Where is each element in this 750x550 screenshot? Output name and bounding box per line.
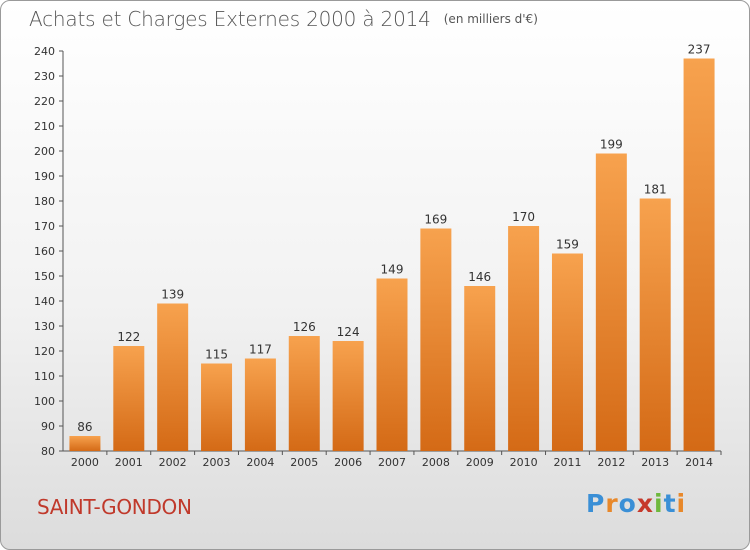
value-label-2009: 146 xyxy=(468,270,491,284)
x-tick-label: 2001 xyxy=(115,456,143,469)
bar-2004 xyxy=(244,358,276,451)
bar-2000 xyxy=(69,436,101,451)
bar-2012 xyxy=(595,153,627,451)
y-tick-label: 170 xyxy=(34,220,55,233)
x-tick-label: 2010 xyxy=(510,456,538,469)
logo-letter: t xyxy=(663,489,677,518)
x-tick-label: 2009 xyxy=(466,456,494,469)
x-tick-label: 2007 xyxy=(378,456,406,469)
commune-name: SAINT-GONDON xyxy=(37,495,192,519)
x-tick-label: 2003 xyxy=(203,456,231,469)
bar-2003 xyxy=(201,363,233,451)
y-tick-label: 160 xyxy=(34,245,55,258)
value-label-2014: 237 xyxy=(688,43,711,57)
y-tick-label: 180 xyxy=(34,195,55,208)
y-axis: 80 90 100 110 120 130 140 150 160 170 180 190 200 210… xyxy=(34,45,64,458)
x-axis: 2000 2001 2002 2003 2004 2005 2006 2007 2008 2009… xyxy=(63,450,722,469)
bar-2009 xyxy=(464,286,496,451)
y-tick-label: 230 xyxy=(34,70,55,83)
x-tick-label: 2012 xyxy=(597,456,625,469)
value-label-2012: 199 xyxy=(600,138,623,152)
y-tick-label: 240 xyxy=(34,45,55,58)
value-label-2003: 115 xyxy=(205,348,228,362)
x-tick-label: 2005 xyxy=(290,456,318,469)
chart-title: Achats et Charges Externes 2000 à 2014 xyxy=(29,7,431,31)
bars xyxy=(69,58,715,451)
value-labels: 86 122 139 115 117 126 124 149 169 146 170 159 199 18… xyxy=(77,43,710,435)
value-label-2011: 159 xyxy=(556,238,579,252)
y-tick-label: 90 xyxy=(41,420,55,433)
x-tick-label: 2002 xyxy=(159,456,187,469)
y-tick-label: 200 xyxy=(34,145,55,158)
value-label-2005: 126 xyxy=(293,320,316,334)
value-label-2008: 169 xyxy=(424,213,447,227)
x-tick-label: 2006 xyxy=(334,456,362,469)
x-tick-label: 2004 xyxy=(246,456,274,469)
y-tick-label: 140 xyxy=(34,295,55,308)
y-tick-label: 220 xyxy=(34,95,55,108)
proxiti-logo[interactable]: Proxiti xyxy=(586,489,686,518)
bar-2006 xyxy=(332,341,364,451)
y-tick-label: 130 xyxy=(34,320,55,333)
logo-letter: r xyxy=(605,489,619,518)
logo-letter: i xyxy=(654,489,664,518)
value-label-2006: 124 xyxy=(337,325,360,339)
logo-letter: P xyxy=(586,489,606,518)
bar-2008 xyxy=(420,228,452,451)
bar-2005 xyxy=(288,336,320,451)
y-tick-label: 210 xyxy=(34,120,55,133)
y-tick-label: 100 xyxy=(34,395,55,408)
x-tick-label: 2014 xyxy=(685,456,713,469)
bar-2013 xyxy=(639,198,671,451)
title-row: Achats et Charges Externes 2000 à 2014 (… xyxy=(29,7,538,31)
y-tick-label: 190 xyxy=(34,170,55,183)
value-label-2004: 117 xyxy=(249,343,272,357)
x-tick-label: 2011 xyxy=(553,456,581,469)
value-label-2013: 181 xyxy=(644,183,667,197)
x-tick-label: 2000 xyxy=(71,456,99,469)
logo-letter: i xyxy=(676,489,687,518)
y-tick-label: 110 xyxy=(34,370,55,383)
x-tick-label: 2013 xyxy=(641,456,669,469)
value-label-2007: 149 xyxy=(381,263,404,277)
logo-letter: x xyxy=(636,489,654,518)
value-label-2000: 86 xyxy=(77,420,92,434)
bar-2011 xyxy=(551,253,583,451)
x-tick-label: 2008 xyxy=(422,456,450,469)
y-tick-label: 120 xyxy=(34,345,55,358)
y-tick-label: 150 xyxy=(34,270,55,283)
logo-letter: o xyxy=(618,489,637,518)
bar-2014 xyxy=(683,58,715,451)
bar-2007 xyxy=(376,278,408,451)
chart-unit: (en milliers d'€) xyxy=(443,12,538,26)
y-tick-label: 80 xyxy=(41,445,55,458)
bar-2010 xyxy=(508,226,540,451)
value-label-2010: 170 xyxy=(512,210,535,224)
value-label-2002: 139 xyxy=(161,288,184,302)
value-label-2001: 122 xyxy=(117,330,140,344)
bar-2002 xyxy=(157,303,189,451)
bar-2001 xyxy=(113,346,145,451)
